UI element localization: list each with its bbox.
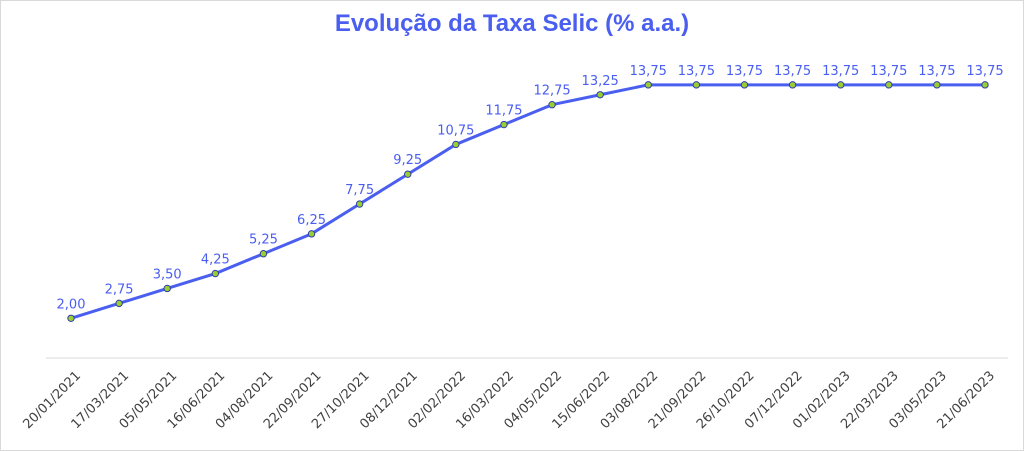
data-point-marker <box>259 250 268 258</box>
data-point-marker <box>67 314 75 322</box>
data-label: 13,75 <box>870 64 907 79</box>
data-point-marker <box>692 81 701 89</box>
data-point-marker <box>933 81 941 89</box>
data-point-marker <box>355 200 364 208</box>
data-label: 12,75 <box>533 84 570 99</box>
data-point-marker <box>115 299 123 308</box>
data-label: 11,75 <box>485 104 522 119</box>
data-label: 13,25 <box>582 74 619 89</box>
data-point-marker <box>836 81 845 89</box>
data-point-marker <box>596 91 604 99</box>
data-label: 13,75 <box>774 64 811 79</box>
chart-title: Evolução da Taxa Selic (% a.a.) <box>334 10 690 37</box>
data-point-marker <box>163 284 171 293</box>
data-label: 13,75 <box>918 64 955 79</box>
data-point-marker <box>452 140 460 149</box>
data-label: 6,25 <box>297 213 326 228</box>
x-tick-labels-group: 20/01/202117/03/202105/05/202116/06/2021… <box>20 368 998 432</box>
data-point-marker <box>644 81 652 89</box>
markers-group <box>67 81 989 322</box>
data-label: 9,25 <box>393 153 422 168</box>
data-label: 13,75 <box>966 64 1003 79</box>
data-point-marker <box>885 81 893 89</box>
data-point-marker <box>981 81 989 89</box>
data-point-marker <box>500 120 508 129</box>
data-label: 2,75 <box>105 282 134 297</box>
data-point-marker <box>404 170 412 178</box>
data-point-marker <box>788 81 797 89</box>
data-label: 13,75 <box>630 64 667 79</box>
data-point-marker <box>211 269 220 278</box>
data-labels-group: 2,00 2,75 3,50 4,25 5,25 6,25 7,75 9,25 10,75 11,… <box>57 64 1004 312</box>
data-label: 13,75 <box>822 64 859 79</box>
data-label: 7,75 <box>345 183 374 198</box>
data-point-marker <box>307 230 316 238</box>
data-label: 5,25 <box>249 233 278 248</box>
data-label: 13,75 <box>726 64 763 79</box>
data-point-marker <box>740 81 749 89</box>
data-label: 2,00 <box>57 297 86 312</box>
data-label: 13,75 <box>678 64 715 79</box>
data-label: 4,25 <box>201 253 230 268</box>
data-label: 10,75 <box>437 123 474 138</box>
data-point-marker <box>548 101 556 109</box>
series-line <box>70 83 985 320</box>
data-label: 3,50 <box>153 267 182 282</box>
